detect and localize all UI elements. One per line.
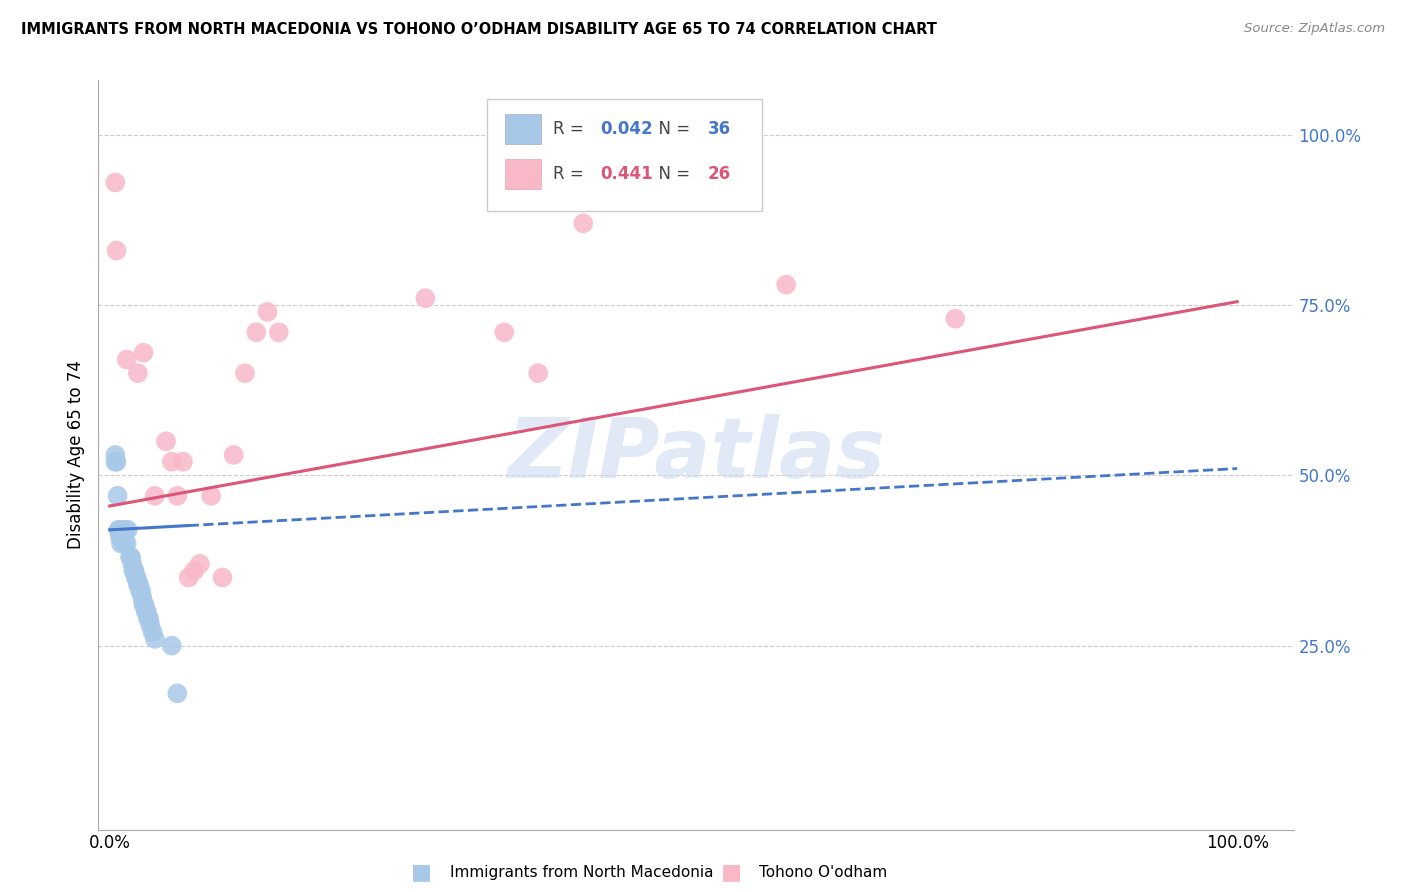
- Point: [131, 591, 153, 605]
- Point: [245, 326, 267, 340]
- Point: [118, 550, 141, 565]
- Text: R =: R =: [553, 165, 589, 183]
- Point: [129, 584, 152, 599]
- Point: [107, 489, 129, 503]
- Point: [107, 523, 129, 537]
- Point: [183, 564, 205, 578]
- Point: [108, 530, 131, 544]
- Text: 0.042: 0.042: [600, 120, 652, 138]
- Point: [135, 605, 157, 619]
- Point: [125, 570, 148, 584]
- Point: [415, 291, 437, 305]
- Text: N =: N =: [648, 165, 696, 183]
- Text: R =: R =: [553, 120, 589, 138]
- Point: [129, 584, 152, 599]
- Point: [132, 345, 155, 359]
- Point: [143, 632, 166, 646]
- Point: [494, 326, 516, 340]
- Text: Tohono O'odham: Tohono O'odham: [759, 865, 887, 880]
- Point: [527, 366, 550, 380]
- Point: [211, 570, 233, 584]
- Point: [166, 489, 188, 503]
- Point: [141, 625, 163, 640]
- Text: ■: ■: [721, 863, 741, 882]
- Point: [138, 611, 160, 625]
- Text: Immigrants from North Macedonia: Immigrants from North Macedonia: [450, 865, 713, 880]
- Text: 36: 36: [709, 120, 731, 138]
- Point: [160, 455, 183, 469]
- Point: [943, 311, 966, 326]
- Point: [132, 598, 155, 612]
- Point: [110, 536, 132, 550]
- Text: N =: N =: [648, 120, 696, 138]
- Point: [124, 564, 146, 578]
- Point: [127, 366, 149, 380]
- Point: [121, 557, 143, 571]
- Point: [128, 577, 150, 591]
- Point: [172, 455, 194, 469]
- Point: [104, 176, 127, 190]
- FancyBboxPatch shape: [486, 99, 762, 211]
- Point: [117, 523, 139, 537]
- Y-axis label: Disability Age 65 to 74: Disability Age 65 to 74: [66, 360, 84, 549]
- Point: [139, 618, 162, 632]
- Point: [135, 605, 157, 619]
- Point: [104, 455, 127, 469]
- Bar: [505, 114, 541, 144]
- Point: [112, 536, 135, 550]
- Text: IMMIGRANTS FROM NORTH MACEDONIA VS TOHONO O’ODHAM DISABILITY AGE 65 TO 74 CORREL: IMMIGRANTS FROM NORTH MACEDONIA VS TOHON…: [21, 22, 936, 37]
- Point: [122, 564, 145, 578]
- Point: [155, 434, 177, 449]
- Point: [160, 639, 183, 653]
- Text: Source: ZipAtlas.com: Source: ZipAtlas.com: [1244, 22, 1385, 36]
- Point: [112, 523, 135, 537]
- Point: [124, 570, 146, 584]
- Point: [134, 598, 156, 612]
- Point: [572, 216, 595, 230]
- Point: [127, 577, 149, 591]
- Text: 0.441: 0.441: [600, 165, 652, 183]
- Point: [143, 489, 166, 503]
- Text: ZIPatlas: ZIPatlas: [508, 415, 884, 495]
- Point: [233, 366, 256, 380]
- Point: [104, 448, 127, 462]
- Point: [177, 570, 200, 584]
- Point: [222, 448, 245, 462]
- Point: [115, 536, 138, 550]
- Point: [166, 686, 188, 700]
- Point: [267, 326, 290, 340]
- Text: 26: 26: [709, 165, 731, 183]
- Bar: [505, 159, 541, 189]
- Point: [105, 455, 128, 469]
- Point: [114, 523, 136, 537]
- Point: [105, 244, 128, 258]
- Point: [256, 305, 278, 319]
- Point: [775, 277, 797, 292]
- Point: [200, 489, 222, 503]
- Point: [188, 557, 211, 571]
- Point: [136, 611, 159, 625]
- Text: ■: ■: [412, 863, 432, 882]
- Point: [107, 523, 129, 537]
- Point: [120, 550, 142, 565]
- Point: [115, 352, 138, 367]
